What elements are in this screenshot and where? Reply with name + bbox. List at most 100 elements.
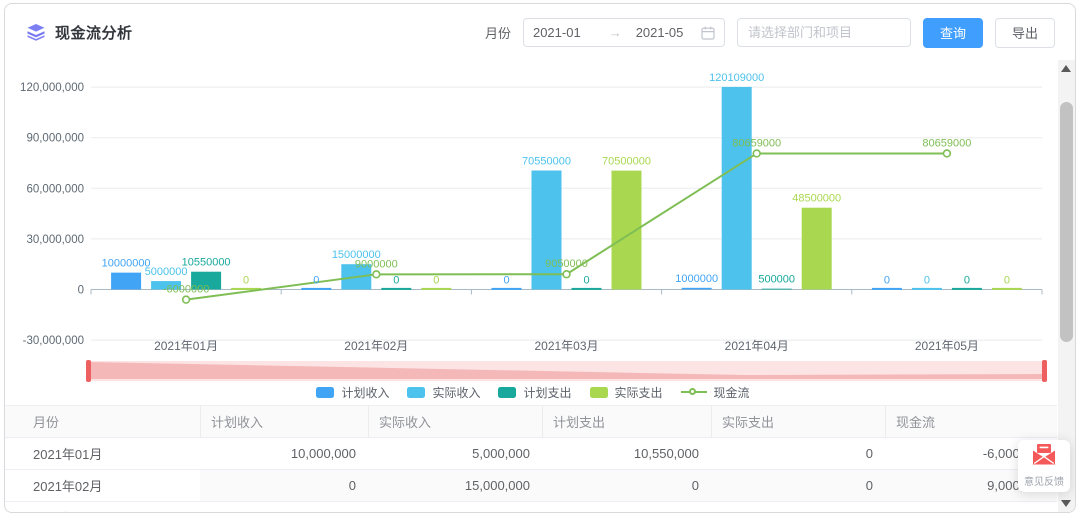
svg-text:0: 0 — [884, 275, 890, 287]
svg-text:0: 0 — [503, 275, 509, 287]
legend-item-actual-expense[interactable]: 实际支出 — [589, 384, 663, 401]
filter-controls: 月份 2021-01 → 2021-05 查询 导出 — [485, 17, 1055, 48]
svg-text:0: 0 — [583, 275, 589, 287]
bar-series-planned-income — [111, 272, 902, 290]
table-cell: 70,500,000 — [711, 502, 885, 512]
svg-text:0: 0 — [433, 275, 439, 287]
column-header: 现金流 — [885, 406, 1057, 437]
svg-text:0: 0 — [964, 275, 970, 287]
svg-text:0: 0 — [924, 275, 930, 287]
page-title: 现金流分析 — [55, 25, 133, 42]
scrollbar-thumb[interactable] — [1060, 102, 1073, 342]
query-button[interactable]: 查询 — [922, 17, 983, 48]
bar-series-planned-expense — [191, 271, 982, 290]
legend-swatch-actual-expense — [589, 386, 608, 398]
date-range-picker[interactable]: 2021-01 → 2021-05 — [522, 18, 725, 47]
svg-text:500000: 500000 — [758, 274, 795, 286]
column-header: 月份 — [33, 415, 60, 430]
table-cell: 15,000,000 — [368, 470, 542, 501]
svg-text:2021年03月: 2021年03月 — [534, 339, 598, 353]
column-header: 实际收入 — [368, 406, 542, 437]
legend-label: 实际收入 — [432, 385, 481, 400]
svg-text:0: 0 — [243, 275, 249, 287]
legend-swatch-planned-income — [316, 386, 335, 398]
toolbar: 现金流分析 月份 2021-01 → 2021-05 查询 导出 — [5, 4, 1075, 61]
column-header: 计划收入 — [200, 406, 368, 437]
legend-label: 计划支出 — [523, 385, 572, 400]
x-axis-labels: 2021年01月 2021年02月 2021年03月 2021年04月 2021年05月 — [154, 339, 979, 353]
svg-text:10000000: 10000000 — [102, 258, 151, 270]
table-row: 2021年01月 10,000,000 5,000,000 10,550,000 0 -6… — [5, 438, 1057, 470]
bar-series-actual-expense — [231, 170, 1022, 290]
chart-legend: 计划收入 实际收入 计划支出 实际支出 现金流 — [5, 383, 1061, 401]
export-button[interactable]: 导出 — [994, 17, 1055, 48]
department-project-input[interactable] — [736, 18, 911, 47]
cashflow-chart: 120,000,000 90,000,000 60,000,000 30,000,00… — [20, 72, 1047, 382]
table-cell: 0 — [865, 446, 873, 461]
date-end-value[interactable]: 2021-05 — [635, 25, 684, 40]
table-cell: 2021年03月 — [5, 502, 200, 512]
svg-text:15000000: 15000000 — [332, 249, 381, 261]
calendar-icon[interactable] — [701, 26, 715, 40]
svg-text:5000000: 5000000 — [145, 266, 188, 278]
legend-swatch-actual-income — [407, 386, 426, 398]
svg-text:1000000: 1000000 — [675, 273, 718, 285]
y-axis-labels: 120,000,000 90,000,000 60,000,000 30,000,00… — [20, 82, 84, 347]
table-cell: 2021年02月 — [33, 479, 103, 494]
svg-text:-6000000: -6000000 — [163, 284, 210, 296]
table-cell: 10,550,000 — [633, 446, 699, 461]
legend-label: 计划收入 — [341, 385, 390, 400]
svg-text:90,000,000: 90,000,000 — [26, 133, 84, 145]
vertical-scrollbar[interactable] — [1058, 60, 1075, 512]
svg-text:2021年01月: 2021年01月 — [154, 339, 218, 353]
legend-item-cashflow[interactable]: 现金流 — [680, 384, 750, 401]
datazoom-slider[interactable] — [86, 360, 1047, 382]
table-cell: 5,000,000 — [472, 446, 530, 461]
datazoom-left-handle[interactable] — [86, 360, 91, 382]
envelope-icon — [1032, 444, 1056, 470]
date-start-value[interactable]: 2021-01 — [532, 25, 581, 40]
legend-line-icon — [680, 386, 707, 398]
date-range-arrow: → — [608, 25, 622, 40]
svg-text:10550000: 10550000 — [182, 257, 231, 269]
table-cell: 2021年01月 — [33, 447, 103, 462]
feedback-widget[interactable]: 意见反馈 — [1018, 440, 1070, 492]
datazoom-right-handle[interactable] — [1042, 360, 1047, 382]
scrollbar-down-arrow-icon[interactable] — [1061, 500, 1071, 507]
cashflow-table: 月份 计划收入 实际收入 计划支出 实际支出 现金流 2021年01月 10,000,000… — [5, 405, 1057, 512]
svg-text:2021年02月: 2021年02月 — [344, 339, 408, 353]
legend-item-planned-expense[interactable]: 计划支出 — [498, 384, 572, 401]
cashflow-line — [181, 149, 952, 304]
svg-text:80659000: 80659000 — [732, 137, 781, 149]
scrollbar-up-arrow-icon[interactable] — [1061, 65, 1071, 72]
svg-text:0: 0 — [78, 285, 84, 297]
svg-text:0: 0 — [1004, 275, 1010, 287]
svg-text:2021年05月: 2021年05月 — [915, 339, 979, 353]
svg-text:70500000: 70500000 — [602, 156, 651, 168]
layers-icon — [27, 24, 45, 41]
legend-label: 实际支出 — [614, 385, 663, 400]
app-window: 现金流分析 月份 2021-01 → 2021-05 查询 导出 — [4, 3, 1076, 513]
table-header-row: 月份 计划收入 实际收入 计划支出 实际支出 现金流 — [5, 405, 1057, 438]
svg-text:48500000: 48500000 — [792, 193, 841, 205]
svg-text:9000000: 9000000 — [355, 258, 398, 270]
table-row: 2021年02月 0 15,000,000 0 0 9,000,000 — [5, 470, 1057, 502]
svg-text:-30,000,000: -30,000,000 — [23, 335, 84, 347]
page-title-group: 现金流分析 — [27, 22, 485, 43]
legend-item-actual-income[interactable]: 实际收入 — [407, 384, 480, 401]
table-cell: 0 — [542, 470, 711, 501]
svg-text:60,000,000: 60,000,000 — [26, 183, 84, 195]
table-cell: 0 — [200, 502, 368, 512]
svg-text:120,000,000: 120,000,000 — [20, 82, 84, 94]
legend-item-planned-income[interactable]: 计划收入 — [316, 384, 389, 401]
svg-text:0: 0 — [313, 275, 319, 287]
table-cell: 70,550,000 — [368, 502, 542, 512]
feedback-label: 意见反馈 — [1024, 477, 1064, 488]
table-cell: 9,050,000 — [885, 502, 1057, 512]
column-header: 计划支出 — [542, 406, 711, 437]
table-cell: 0 — [711, 470, 885, 501]
svg-text:30,000,000: 30,000,000 — [26, 234, 84, 246]
svg-text:70550000: 70550000 — [522, 156, 571, 168]
